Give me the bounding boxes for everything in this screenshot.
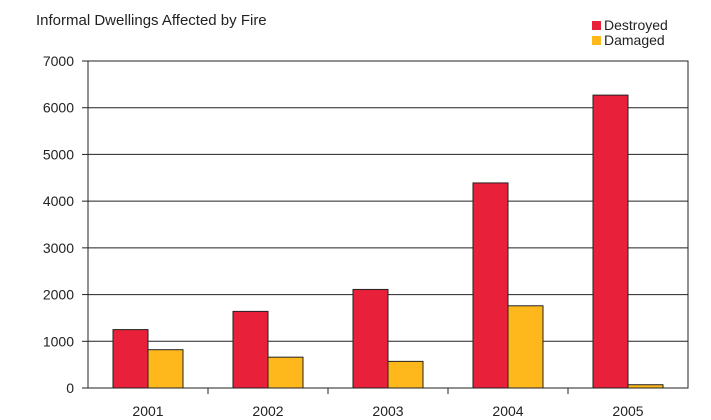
bar-damaged-2001 [147,349,184,389]
legend-swatch-damaged [592,36,601,45]
y-tick-label: 6000 [43,100,74,116]
bar-destroyed-2003 [352,288,389,389]
legend-label-destroyed: Destroyed [604,17,668,33]
bar-damaged-2004 [507,305,544,389]
y-tick-label: 7000 [43,53,74,69]
y-tick-label: 5000 [43,146,74,162]
x-tick-label: 2005 [612,403,643,419]
y-tick-label: 2000 [43,287,74,303]
y-tick-label: 0 [66,380,74,396]
x-tick-label: 2002 [252,403,283,419]
bar-destroyed-2001 [112,329,149,389]
x-tick-label: 2004 [492,403,523,419]
bar-destroyed-2002 [232,310,269,389]
bar-destroyed-2005 [592,94,629,389]
legend-label-damaged: Damaged [604,32,665,48]
bar-damaged-2002 [267,356,304,389]
legend: Destroyed Damaged [592,18,668,48]
bar-damaged-2005 [627,384,664,389]
x-tick-label: 2001 [132,403,163,419]
bar-damaged-2003 [387,360,424,389]
chart-title: Informal Dwellings Affected by Fire [36,12,267,29]
legend-swatch-destroyed [592,21,601,30]
y-tick-label: 3000 [43,240,74,256]
bar-destroyed-2004 [472,182,509,389]
y-tick-label: 1000 [43,333,74,349]
legend-item-destroyed: Destroyed [592,18,668,33]
y-tick-label: 4000 [43,193,74,209]
x-tick-label: 2003 [372,403,403,419]
legend-item-damaged: Damaged [592,33,668,48]
